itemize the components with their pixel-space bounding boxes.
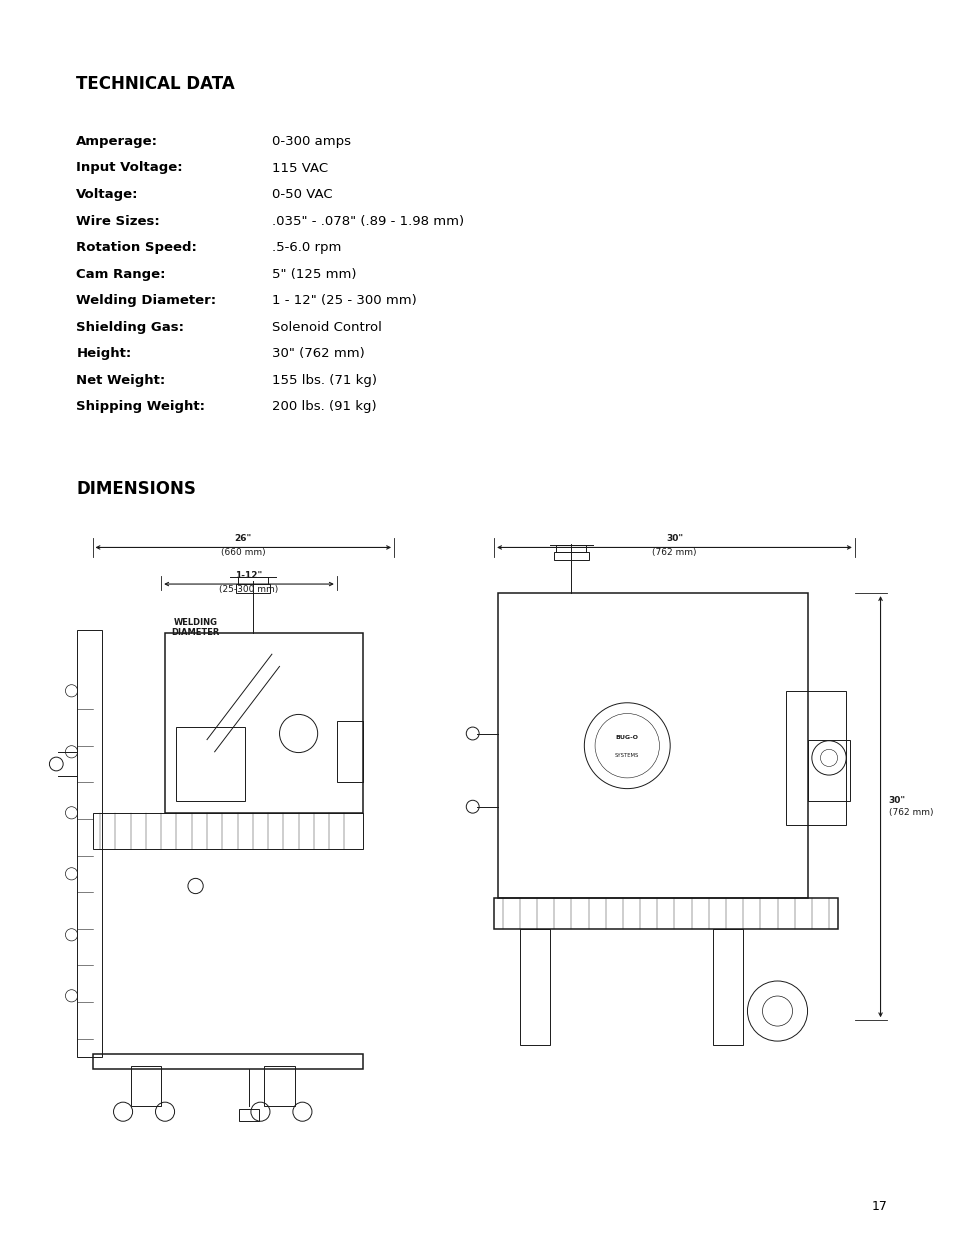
- Bar: [519, 929, 549, 1045]
- Bar: [237, 577, 268, 584]
- Text: .035" - .078" (.89 - 1.98 mm): .035" - .078" (.89 - 1.98 mm): [272, 215, 463, 227]
- Bar: [785, 690, 845, 825]
- Text: BUG-O: BUG-O: [615, 736, 639, 741]
- Text: Solenoid Control: Solenoid Control: [272, 321, 381, 333]
- Bar: [92, 813, 363, 850]
- Bar: [556, 545, 586, 552]
- Bar: [494, 898, 837, 929]
- Text: 30" (762 mm): 30" (762 mm): [272, 347, 364, 359]
- Bar: [131, 1066, 161, 1105]
- Text: 0-50 VAC: 0-50 VAC: [272, 188, 333, 201]
- Text: 155 lbs. (71 kg): 155 lbs. (71 kg): [272, 373, 376, 387]
- Bar: [806, 740, 850, 800]
- Text: Shipping Weight:: Shipping Weight:: [76, 400, 205, 412]
- Bar: [165, 632, 363, 813]
- Bar: [176, 727, 245, 800]
- Text: (762 mm): (762 mm): [887, 808, 932, 818]
- Bar: [497, 593, 806, 898]
- Text: 17: 17: [870, 1200, 886, 1213]
- Text: 1 - 12" (25 - 300 mm): 1 - 12" (25 - 300 mm): [272, 294, 416, 308]
- Text: Voltage:: Voltage:: [76, 188, 139, 201]
- Text: Rotation Speed:: Rotation Speed:: [76, 241, 197, 254]
- Text: WELDING
DIAMETER: WELDING DIAMETER: [172, 618, 219, 637]
- Text: 200 lbs. (91 kg): 200 lbs. (91 kg): [272, 400, 376, 412]
- Bar: [77, 630, 102, 1057]
- Text: Input Voltage:: Input Voltage:: [76, 162, 183, 174]
- Text: Welding Diameter:: Welding Diameter:: [76, 294, 216, 308]
- Text: 0-300 amps: 0-300 amps: [272, 135, 351, 148]
- Text: DIMENSIONS: DIMENSIONS: [76, 480, 196, 498]
- Bar: [92, 1053, 363, 1070]
- Bar: [336, 721, 363, 782]
- Text: 5" (125 mm): 5" (125 mm): [272, 268, 356, 280]
- Text: 30": 30": [665, 535, 682, 543]
- Text: Shielding Gas:: Shielding Gas:: [76, 321, 184, 333]
- Bar: [239, 1109, 258, 1121]
- Text: .5-6.0 rpm: .5-6.0 rpm: [272, 241, 341, 254]
- Text: Amperage:: Amperage:: [76, 135, 158, 148]
- Text: (762 mm): (762 mm): [652, 548, 696, 557]
- Text: TECHNICAL DATA: TECHNICAL DATA: [76, 75, 234, 93]
- Bar: [713, 929, 742, 1045]
- Bar: [264, 1066, 294, 1105]
- Text: 1-12": 1-12": [235, 571, 262, 580]
- Bar: [554, 552, 588, 559]
- Text: Wire Sizes:: Wire Sizes:: [76, 215, 160, 227]
- Text: SYSTEMS: SYSTEMS: [615, 752, 639, 757]
- Text: Net Weight:: Net Weight:: [76, 373, 166, 387]
- Text: 30": 30": [887, 797, 904, 805]
- Text: (660 mm): (660 mm): [221, 548, 265, 557]
- Text: Height:: Height:: [76, 347, 132, 359]
- Text: (25-300 mm): (25-300 mm): [219, 585, 278, 594]
- Text: 26": 26": [234, 535, 252, 543]
- Text: 115 VAC: 115 VAC: [272, 162, 328, 174]
- Text: Cam Range:: Cam Range:: [76, 268, 166, 280]
- Bar: [235, 584, 270, 593]
